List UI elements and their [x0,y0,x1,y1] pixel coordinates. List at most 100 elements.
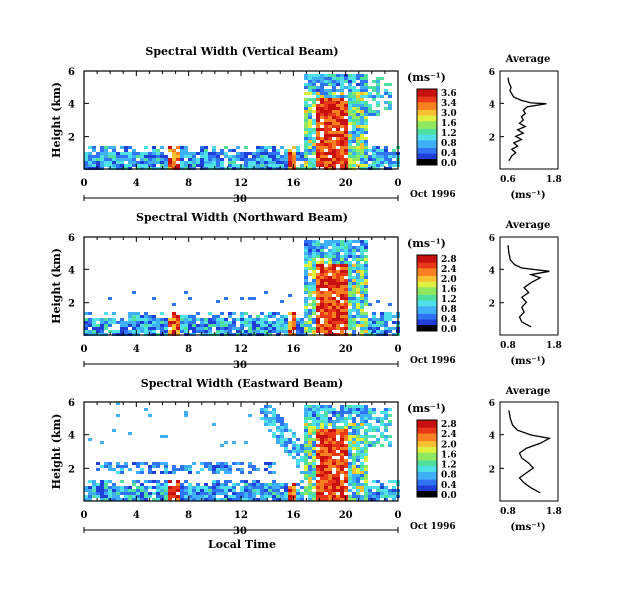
heatmap-cell [376,330,380,333]
heatmap-cell [356,104,360,107]
heatmap-cell [352,465,356,468]
heatmap-cell [316,107,320,110]
heatmap-cell [132,492,136,495]
colorbar-swatch [417,310,437,313]
heatmap-cell [320,432,324,435]
heatmap-cell [116,330,120,333]
heatmap-cell [280,498,284,501]
heatmap-cell [320,101,324,104]
heatmap-cell [324,480,328,483]
heatmap-cell [144,408,148,411]
heatmap-cell [304,137,308,140]
heatmap-cell [340,462,344,465]
heatmap-cell [280,429,284,432]
heatmap-cell [188,468,192,471]
heatmap-cell [232,492,236,495]
heatmap-cell [304,273,308,276]
heatmap-cell [144,146,148,149]
heatmap-cell [132,330,136,333]
heatmap-cell [380,312,384,315]
heatmap-cell [88,155,92,158]
heatmap-cell [268,420,272,423]
heatmap-cell [100,480,104,483]
heatmap-cell [308,477,312,480]
heatmap-cell [348,264,352,267]
heatmap-cell [232,486,236,489]
heatmap-cell [148,152,152,155]
heatmap-cell [124,492,128,495]
colorbar-swatch [417,319,437,322]
heatmap-cell [316,110,320,113]
heatmap-cell [280,300,284,303]
heatmap-cell [380,495,384,498]
heatmap-cell [128,489,132,492]
heatmap-cell [308,243,312,246]
heatmap-cell [128,312,132,315]
heatmap-cell [104,462,108,465]
heatmap-cell [196,486,200,489]
heatmap-cell [180,468,184,471]
heatmap-cell [104,161,108,164]
heatmap-cell [320,477,324,480]
heatmap-cell [312,143,316,146]
heatmap-cell [316,414,320,417]
heatmap-cell [208,495,212,498]
heatmap-cell [348,107,352,110]
heatmap-cell [240,158,244,161]
heatmap-cell [108,324,112,327]
heatmap-cell [312,297,316,300]
profile-frame [499,236,559,336]
heatmap-cell [352,89,356,92]
heatmap-cell [304,98,308,101]
heatmap-cell [364,480,368,483]
heatmap-cell [260,324,264,327]
heatmap-cell [240,318,244,321]
heatmap-cell [324,441,328,444]
heatmap-cell [140,468,144,471]
heatmap-cell [96,155,100,158]
heatmap-cell [292,435,296,438]
heatmap-cell [332,119,336,122]
heatmap-cell [268,465,272,468]
heatmap-cell [212,158,216,161]
heatmap-cell [352,483,356,486]
profile-x-tick-label: 0.8 [500,341,516,351]
heatmap-cell [328,116,332,119]
heatmap-cell [336,441,340,444]
heatmap-cell [296,321,300,324]
heatmap-cell [264,152,268,155]
colorbar-swatch [417,441,437,444]
heatmap-cell [96,152,100,155]
heatmap-cell [276,441,280,444]
heatmap-cell [160,327,164,330]
heatmap-cell [276,435,280,438]
heatmap-cell [288,438,292,441]
heatmap-cell [356,453,360,456]
heatmap-cell [384,426,388,429]
heatmap-cell [340,261,344,264]
heatmap-cell [348,149,352,152]
heatmap-cell [304,426,308,429]
heatmap-cell [212,155,216,158]
heatmap-cell [392,149,396,152]
heatmap-cell [128,432,132,435]
heatmap-cell [320,107,324,110]
heatmap-cell [352,441,356,444]
colorbar-tick-label: 0.4 [441,315,457,325]
heatmap-cell [168,492,172,495]
x-tick-label: 0 [395,344,402,355]
heatmap-cell [356,435,360,438]
heatmap-cell [348,98,352,101]
heatmap-cell [124,330,128,333]
heatmap-cell [304,423,308,426]
heatmap-cell [148,330,152,333]
heatmap-cell [360,119,364,122]
heatmap-cell [332,86,336,89]
heatmap-cell [308,408,312,411]
heatmap-cell [356,83,360,86]
heatmap-cell [292,483,296,486]
colorbar-swatch [417,92,437,96]
heatmap-cell [336,282,340,285]
heatmap-cell [116,321,120,324]
heatmap-cell [360,456,364,459]
